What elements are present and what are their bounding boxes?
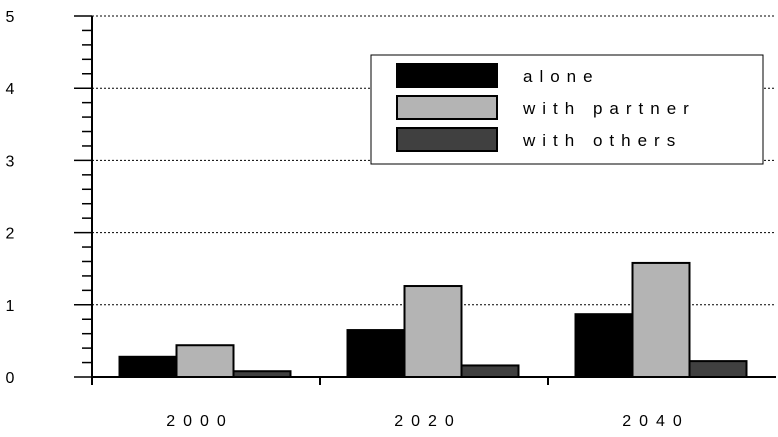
y-tick-label-1: 1 [6, 298, 15, 315]
y-tick-label-0: 0 [6, 370, 15, 387]
y-tick-label-3: 3 [6, 153, 15, 170]
bar-with-others-2020 [460, 364, 520, 378]
bar-with-partner-2020 [403, 285, 463, 379]
y-tick-label-4: 4 [6, 81, 15, 98]
x-tick-label-2040: 2040 [622, 413, 690, 430]
x-tick-label-2020: 2020 [394, 413, 462, 430]
bar-alone-2020 [346, 329, 406, 379]
legend-swatch-alone [396, 63, 498, 88]
y-tick-label-5: 5 [6, 9, 15, 26]
bar-with-partner-2040 [631, 261, 691, 379]
legend-label-alone: alone [523, 67, 600, 86]
legend: alone with partner with others [370, 54, 764, 165]
legend-label-with-others: with others [522, 131, 682, 150]
tick-labels: 0 1 2 3 4 5 2000 2020 2040 [6, 9, 690, 430]
bar-alone-2000 [118, 355, 178, 378]
legend-label-with-partner: with partner [522, 99, 696, 118]
legend-swatch-with-others [396, 127, 498, 152]
x-tick-label-2000: 2000 [166, 413, 234, 430]
bar-with-others-2040 [688, 360, 748, 378]
bar-alone-2040 [574, 313, 634, 379]
bar-with-partner-2000 [175, 344, 235, 378]
bars [118, 261, 748, 379]
axes [74, 15, 776, 385]
y-tick-label-2: 2 [6, 226, 15, 243]
legend-swatch-with-partner [396, 95, 498, 120]
